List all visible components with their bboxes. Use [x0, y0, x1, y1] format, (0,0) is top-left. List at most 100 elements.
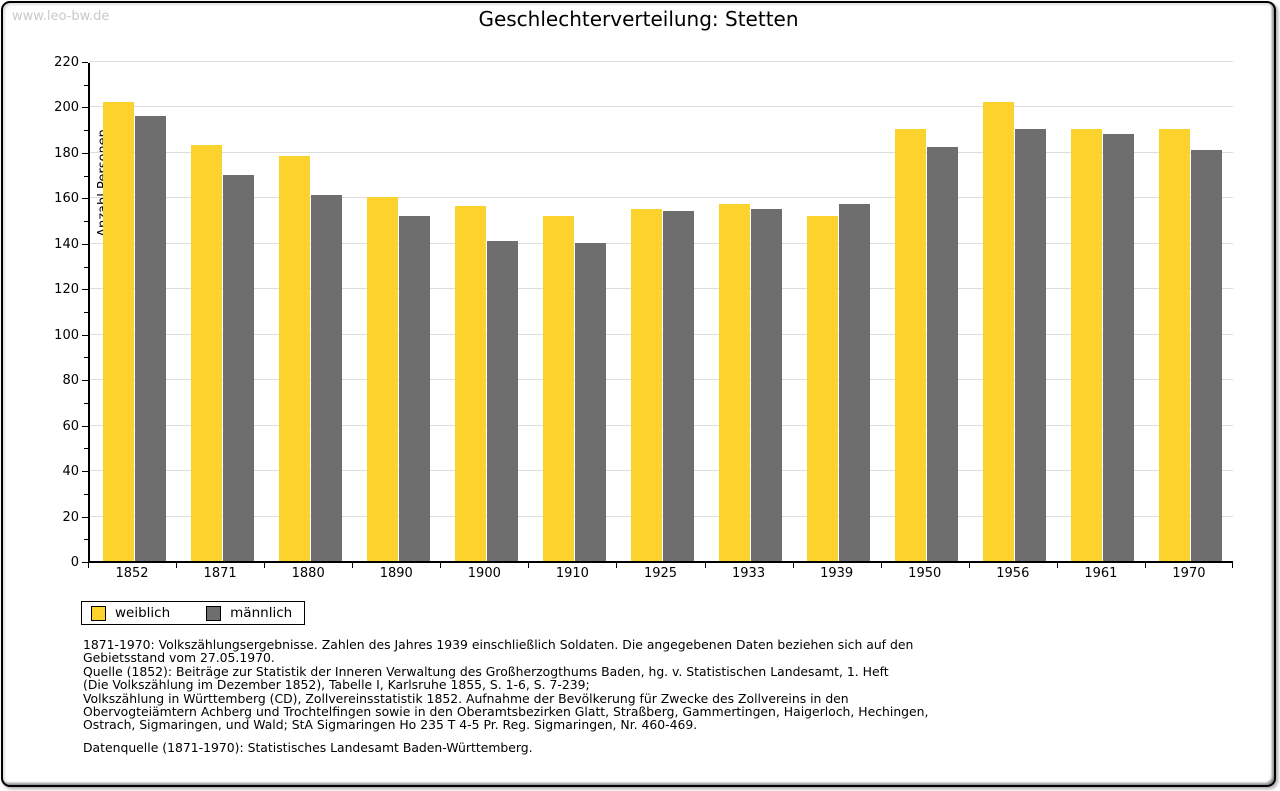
x-tick-13: [1232, 563, 1233, 568]
bar-1871-männlich: [222, 174, 254, 561]
bar-1871-weiblich: [190, 145, 222, 561]
bar-1956-männlich: [1015, 129, 1047, 561]
x-tick-0: [88, 563, 89, 568]
y-tick-label-100: 100: [54, 327, 79, 343]
bar-group-1890: [354, 63, 442, 561]
bar-1910-männlich: [574, 242, 606, 561]
y-minor-tick-50: [84, 448, 88, 450]
datasource-line: Datenquelle (1871-1970): Statistisches L…: [83, 740, 533, 755]
x-label-1925: 1925: [643, 566, 678, 581]
bar-group-1880: [266, 63, 354, 561]
y-tick-60: [82, 425, 88, 427]
y-tick-0: [82, 562, 88, 563]
x-tick-11: [1056, 563, 1058, 568]
y-minor-tick-170: [84, 175, 88, 177]
y-tick-label-140: 140: [54, 236, 79, 252]
bar-1900-männlich: [486, 240, 518, 561]
y-tick-200: [82, 107, 88, 109]
x-label-1961: 1961: [1084, 566, 1118, 581]
bar-1880-männlich: [310, 195, 342, 561]
y-tick-100: [82, 334, 88, 336]
bar-1961-weiblich: [1071, 129, 1103, 561]
y-tick-40: [82, 471, 88, 473]
y-tick-label-120: 120: [54, 282, 79, 298]
x-tick-6: [616, 563, 618, 568]
bar-1970-weiblich: [1159, 129, 1191, 561]
bar-group-1950: [883, 63, 971, 561]
x-label-1970: 1970: [1172, 566, 1206, 581]
x-tick-8: [792, 563, 794, 568]
bar-group-1970: [1147, 63, 1235, 561]
plot-area: Anzahl Personen: [88, 61, 1235, 563]
bar-1933-männlich: [751, 208, 783, 561]
y-tick-220: [82, 62, 88, 63]
bar-1852-weiblich: [102, 101, 134, 561]
bar-1925-männlich: [662, 211, 694, 561]
bar-1852-männlich: [134, 115, 166, 561]
legend-swatch-weiblich: [91, 605, 106, 621]
y-minor-tick-130: [84, 266, 88, 268]
bar-1933-weiblich: [719, 204, 751, 561]
bar-1910-weiblich: [542, 215, 574, 561]
y-tick-label-40: 40: [62, 464, 79, 480]
gridline-160: [90, 197, 1233, 199]
footnote-line-7: Ostrach, Sigmaringen, und Wald; StA Sigm…: [83, 717, 698, 733]
y-minor-tick-70: [84, 402, 88, 404]
footnote-line-4: (Die Volkszählung im Dezember 1852), Tab…: [83, 677, 590, 693]
bar-group-1900: [442, 63, 530, 561]
y-tick-label-200: 200: [54, 100, 79, 116]
y-tick-label-160: 160: [54, 191, 79, 207]
y-tick-140: [82, 243, 88, 245]
x-label-1950: 1950: [908, 566, 942, 581]
legend-label: männlich: [230, 605, 293, 621]
y-tick-120: [82, 289, 88, 291]
bar-1961-männlich: [1103, 133, 1135, 561]
gridline-200: [90, 106, 1233, 108]
legend-label: weiblich: [115, 605, 171, 621]
x-tick-12: [1144, 563, 1146, 568]
bar-group-1939: [795, 63, 883, 561]
bar-group-1933: [707, 63, 795, 561]
y-minor-tick-10: [84, 539, 88, 541]
x-label-1871: 1871: [203, 566, 237, 581]
footnote-block: 1871-1970: Volkszählungsergebnisse. Zahl…: [83, 638, 928, 732]
y-minor-tick-110: [84, 312, 88, 313]
legend-entry-weiblich: weiblich: [91, 605, 170, 621]
bar-group-1925: [618, 63, 706, 561]
footnote-line-2: Gebietsstand vom 27.05.1970.: [83, 650, 275, 666]
y-minor-tick-30: [84, 493, 88, 495]
bar-1890-weiblich: [366, 197, 398, 561]
x-label-1933: 1933: [732, 566, 766, 581]
footnote-line-5: Volkszählung in Württemberg (CD), Zollve…: [83, 690, 849, 706]
bar-1939-weiblich: [807, 215, 839, 561]
y-tick-label-0: 0: [70, 555, 79, 570]
x-tick-9: [880, 563, 882, 568]
bar-group-1961: [1059, 63, 1147, 561]
x-label-1939: 1939: [820, 566, 854, 581]
y-minor-tick-150: [84, 221, 88, 223]
legend-swatch-männlich: [206, 605, 222, 621]
x-label-1900: 1900: [467, 566, 501, 581]
x-tick-5: [528, 563, 530, 568]
bar-group-1956: [971, 63, 1059, 561]
watermark-text: www.leo-bw.de: [12, 9, 110, 24]
gridline-180: [90, 151, 1233, 153]
x-label-1956: 1956: [996, 566, 1030, 581]
y-tick-80: [82, 380, 88, 382]
bar-1925-weiblich: [630, 208, 662, 561]
bar-1950-weiblich: [895, 129, 927, 561]
bar-1956-weiblich: [983, 101, 1015, 561]
y-minor-tick-210: [84, 84, 88, 86]
bar-group-1871: [178, 63, 266, 561]
bar-1939-männlich: [839, 204, 871, 561]
y-tick-180: [82, 152, 88, 154]
x-tick-4: [440, 563, 442, 568]
y-tick-20: [82, 516, 88, 518]
bar-group-1910: [530, 63, 618, 561]
bar-1970-männlich: [1191, 149, 1223, 561]
y-minor-tick-90: [84, 357, 88, 359]
bar-1950-männlich: [927, 147, 959, 561]
bar-1900-weiblich: [454, 206, 486, 561]
legend: weiblich männlich: [81, 601, 306, 625]
x-label-1880: 1880: [291, 566, 325, 581]
